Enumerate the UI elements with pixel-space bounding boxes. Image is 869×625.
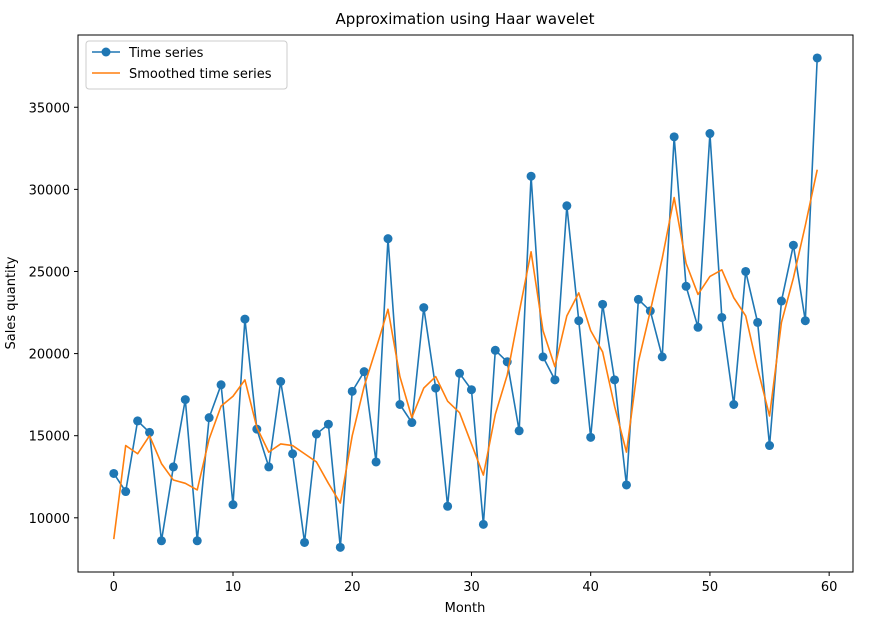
data-point — [240, 314, 250, 324]
x-tick-label: 50 — [702, 580, 719, 595]
y-axis-label: Sales quantity — [4, 256, 19, 349]
data-point — [514, 426, 524, 436]
data-point — [765, 441, 775, 451]
plot-frame — [77, 34, 854, 573]
x-axis-label: Month — [445, 601, 486, 616]
data-point — [598, 299, 608, 309]
y-tick-label: 15000 — [29, 430, 70, 445]
legend-label: Time series — [128, 46, 204, 61]
y-tick-label: 30000 — [29, 183, 70, 198]
data-point — [276, 377, 286, 387]
data-point — [562, 201, 572, 211]
legend: Time series Smoothed time series — [85, 40, 288, 90]
legend-box — [85, 40, 288, 90]
data-point — [383, 234, 393, 244]
data-point — [466, 385, 476, 395]
data-point — [228, 500, 238, 510]
data-point — [586, 432, 596, 442]
data-point — [109, 468, 119, 478]
y-tick-label: 20000 — [29, 348, 70, 363]
chart-title: Approximation using Haar wavelet — [336, 10, 595, 28]
data-point — [431, 383, 441, 393]
data-point — [776, 296, 786, 306]
legend-marker — [101, 47, 111, 57]
data-point — [288, 449, 298, 459]
data-point — [359, 367, 369, 377]
data-point — [264, 462, 274, 472]
data-point — [121, 487, 131, 497]
data-point — [741, 266, 751, 276]
plot-area — [78, 35, 853, 572]
data-point — [669, 132, 679, 142]
data-point — [681, 281, 691, 291]
data-point — [300, 537, 310, 547]
data-point — [395, 399, 405, 409]
series-line-1 — [113, 57, 819, 549]
data-point — [347, 386, 357, 396]
data-point — [550, 375, 560, 385]
data-point — [145, 427, 155, 437]
data-point — [419, 303, 429, 313]
legend-label: Smoothed time series — [129, 67, 272, 82]
data-point — [657, 352, 667, 362]
data-point — [717, 312, 727, 322]
data-point — [538, 352, 548, 362]
data-point — [371, 457, 381, 467]
y-tick-label: 10000 — [29, 512, 70, 527]
data-point — [443, 501, 453, 511]
x-axis: 0 10 20 30 40 50 60 — [110, 572, 838, 595]
data-point — [323, 419, 333, 429]
data-point — [455, 368, 465, 378]
data-point — [133, 416, 143, 426]
data-point — [753, 317, 763, 327]
y-tick-label: 25000 — [29, 265, 70, 280]
data-point — [490, 345, 500, 355]
data-point — [311, 429, 321, 439]
data-point — [335, 542, 345, 552]
data-point — [192, 536, 202, 546]
data-point — [168, 462, 178, 472]
data-point — [610, 375, 620, 385]
x-tick-label: 40 — [582, 580, 599, 595]
data-point — [705, 129, 715, 139]
data-point — [156, 536, 166, 546]
data-point — [729, 399, 739, 409]
data-point — [788, 240, 798, 250]
data-point — [633, 294, 643, 304]
x-tick-label: 60 — [821, 580, 838, 595]
x-tick-label: 30 — [463, 580, 480, 595]
x-tick-label: 0 — [110, 580, 118, 595]
y-axis: 10000 15000 20000 25000 30000 35000 — [29, 101, 78, 527]
data-point — [800, 316, 810, 326]
data-point — [526, 171, 536, 181]
data-point — [693, 322, 703, 332]
y-tick-label: 35000 — [29, 101, 70, 116]
x-tick-label: 20 — [344, 580, 361, 595]
series-line-2 — [112, 169, 819, 540]
data-point — [574, 316, 584, 326]
data-point — [204, 413, 214, 423]
data-point — [812, 53, 822, 63]
data-point — [621, 480, 631, 490]
data-point — [216, 380, 226, 390]
data-point — [407, 418, 417, 428]
data-point — [478, 519, 488, 529]
data-point — [180, 395, 190, 405]
x-tick-label: 10 — [225, 580, 242, 595]
series-layer — [109, 53, 822, 552]
